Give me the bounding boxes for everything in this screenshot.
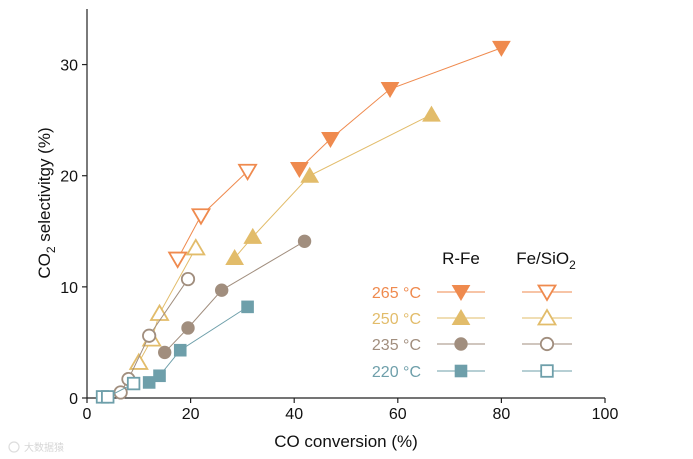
legend-marker-fe-sio2 (536, 308, 558, 326)
legend-row: 220 °C (372, 364, 572, 381)
watermark-icon (8, 441, 20, 453)
legend-row: 265 °C (372, 284, 572, 302)
series-r-fe-triangle-up (225, 105, 441, 265)
series-fe-sio2-triangle-down (167, 163, 258, 269)
x-tick-label: 60 (389, 406, 407, 423)
series-line (234, 114, 432, 259)
legend-temp-label: 250 °C (372, 311, 421, 328)
series-fe-sio2-square (95, 376, 141, 404)
data-point (158, 345, 172, 360)
legend-marker-fe-sio2 (539, 336, 555, 352)
data-point (243, 227, 263, 244)
y-tick-label: 0 (69, 391, 78, 408)
data-point (290, 162, 309, 179)
data-point (173, 343, 187, 357)
legend-temp-label: 235 °C (372, 337, 421, 354)
data-point (492, 40, 511, 57)
legend-temp-label: 265 °C (372, 285, 421, 302)
series-r-fe-triangle-down (290, 40, 511, 179)
x-tick-label: 40 (285, 406, 303, 423)
axes: 0 20 40 60 80 100 0 10 20 30 (60, 9, 618, 423)
data-point (380, 82, 400, 99)
watermark: 大数据猿 (8, 441, 64, 454)
data-point (237, 163, 258, 182)
legend-temp-label: 220 °C (372, 364, 421, 381)
series-line (164, 240, 305, 353)
legend-header-fe-sio2: Fe/SiO2 (516, 249, 576, 272)
x-tick-label: 80 (493, 406, 511, 423)
series-line (120, 278, 189, 393)
y-tick-label: 30 (60, 58, 78, 75)
data-point (321, 132, 340, 149)
legend: R-Fe Fe/SiO2 265 °C 250 °C 235 °C 220 °C (372, 249, 576, 381)
x-axis-title: CO conversion (%) (274, 432, 418, 451)
legend-marker-r-fe (454, 337, 468, 351)
x-tick-label: 0 (83, 406, 92, 423)
y-ticks: 0 10 20 30 (60, 58, 87, 408)
series-r-fe-circle (158, 234, 312, 360)
data-point (167, 251, 188, 269)
data-point (241, 300, 254, 314)
legend-marker-r-fe (454, 364, 468, 378)
data-point (225, 248, 245, 265)
series-line (177, 170, 248, 260)
data-point (300, 166, 320, 183)
data-point (142, 376, 156, 389)
data-point (190, 208, 212, 226)
y-tick-label: 20 (60, 169, 78, 186)
series-r-fe-square (142, 300, 254, 389)
x-tick-label: 100 (592, 406, 619, 423)
legend-marker-fe-sio2 (540, 364, 554, 378)
legend-row: 235 °C (372, 336, 572, 354)
y-axis-title: CO2 selectivitgy (%) (35, 127, 58, 278)
data-point (297, 234, 312, 248)
legend-row: 250 °C (372, 308, 572, 328)
x-ticks: 0 20 40 60 80 100 (83, 398, 619, 423)
legend-rows: 265 °C 250 °C 235 °C 220 °C (372, 284, 572, 381)
data-point (153, 369, 166, 383)
data-point (113, 385, 128, 400)
legend-header-r-fe: R-Fe (442, 249, 480, 268)
y-tick-label: 10 (60, 280, 78, 297)
series-line (299, 47, 502, 170)
data-point (181, 321, 195, 335)
data-point (185, 238, 206, 256)
legend-marker-fe-sio2 (536, 284, 558, 302)
x-tick-label: 20 (182, 406, 200, 423)
data-point (180, 271, 196, 287)
data-point (422, 105, 441, 122)
data-point (101, 390, 115, 404)
data-point (214, 283, 229, 297)
data-point (142, 328, 157, 343)
watermark-text: 大数据猿 (24, 441, 64, 454)
data-series (95, 40, 511, 404)
legend-marker-r-fe (451, 309, 471, 325)
data-point (126, 376, 141, 391)
legend-marker-r-fe (451, 285, 471, 301)
